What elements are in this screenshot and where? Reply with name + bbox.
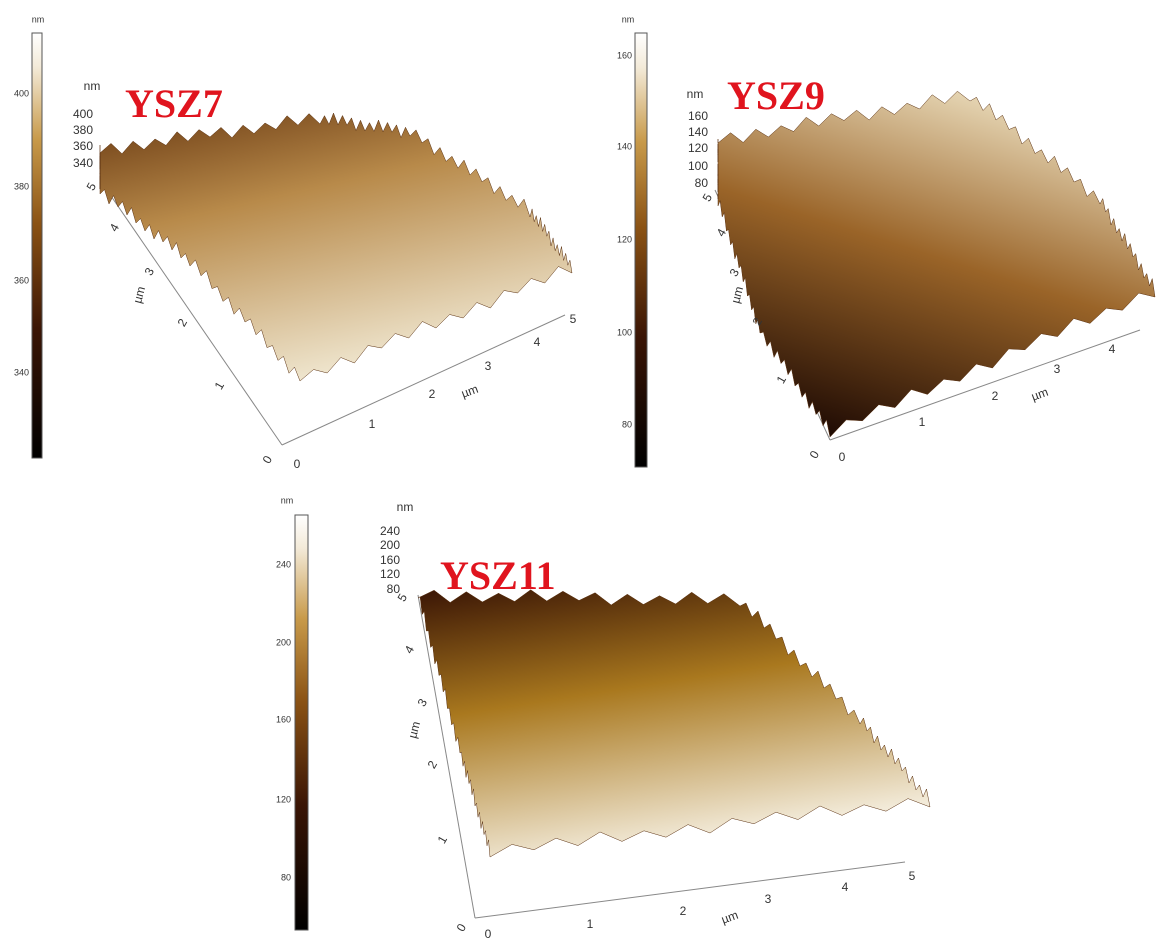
y-tick: 5 [84,180,100,193]
panel-title: YSZ11 [440,553,556,598]
x-tick: 1 [587,917,594,931]
x-axis-label: µm [719,908,740,927]
y-tick: 4 [107,221,123,234]
z-tick: 360 [73,139,93,153]
z-tick: 340 [73,156,93,170]
y-tick: 0 [260,453,276,466]
colorbar [31,32,43,459]
y-tick: 5 [395,591,411,604]
x-axis-label: µm [459,382,480,401]
z-tick: 160 [688,109,708,123]
x-tick: 1 [369,417,376,431]
y-axis-label: µm [728,285,746,305]
x-tick: 2 [680,904,687,918]
y-axis-line [417,594,476,919]
colorbar-tick: 120 [276,794,291,804]
colorbar-tick: 400 [14,88,29,98]
x-tick: 4 [534,335,541,349]
z-tick: 120 [380,567,400,581]
colorbar-tick: 340 [14,367,29,377]
z-tick: 120 [688,141,708,155]
x-tick: 1 [919,415,926,429]
y-tick: 3 [142,265,158,278]
x-tick: 2 [992,389,999,403]
colorbar-tick: 200 [276,637,291,647]
x-axis-line [474,861,906,919]
afm-surface [717,90,1156,438]
x-tick: 4 [842,880,849,894]
y-tick: 1 [212,379,228,392]
z-tick: 140 [688,125,708,139]
x-tick: 0 [294,457,301,471]
x-tick: 0 [839,450,846,464]
y-tick: 5 [700,191,716,204]
colorbar-unit: nm [32,14,45,24]
colorbar-tick: 80 [281,872,291,882]
x-axis-line [281,314,566,446]
colorbar [294,514,309,931]
z-tick: 100 [688,159,708,173]
x-tick: 5 [570,312,577,326]
x-tick: 0 [485,927,492,941]
z-axis-unit: nm [687,87,704,101]
y-tick: 2 [175,316,191,329]
y-tick: 0 [454,921,470,934]
y-tick: 2 [425,758,441,771]
colorbar-unit: nm [622,14,635,24]
y-tick: 1 [435,833,451,846]
y-axis-line [99,179,283,446]
panel-title: YSZ9 [727,73,825,118]
y-axis-label: µm [405,720,423,740]
z-tick: 80 [387,582,401,596]
colorbar-tick: 160 [617,50,632,60]
colorbar-tick: 240 [276,559,291,569]
y-tick: 3 [727,266,743,279]
colorbar [634,32,648,468]
colorbar-tick: 140 [617,141,632,151]
y-tick: 0 [807,448,823,461]
afm-surface [417,589,931,858]
y-tick: 4 [402,643,418,656]
z-tick: 400 [73,107,93,121]
x-tick: 2 [429,387,436,401]
y-tick: 1 [774,373,790,386]
colorbar-tick: 380 [14,181,29,191]
afm-surface [99,112,573,382]
colorbar-tick: 360 [14,275,29,285]
z-tick: 240 [380,524,400,538]
x-axis-line [829,329,1141,441]
colorbar-tick: 80 [622,419,632,429]
colorbar-tick: 100 [617,327,632,337]
x-tick: 3 [1054,362,1061,376]
x-axis-label: µm [1029,385,1050,404]
z-axis-unit: nm [397,500,414,514]
z-tick: 160 [380,553,400,567]
x-tick: 4 [1109,342,1116,356]
colorbar-tick: 120 [617,234,632,244]
x-tick: 3 [485,359,492,373]
z-tick: 380 [73,123,93,137]
x-tick: 3 [765,892,772,906]
colorbar-unit: nm [281,495,294,505]
z-tick: 80 [695,176,709,190]
y-tick: 3 [415,696,431,709]
z-axis-unit: nm [84,79,101,93]
colorbar-tick: 160 [276,714,291,724]
x-tick: 5 [909,869,916,883]
y-axis-label: µm [130,285,148,305]
z-tick: 200 [380,538,400,552]
panel-title: YSZ7 [125,81,223,126]
